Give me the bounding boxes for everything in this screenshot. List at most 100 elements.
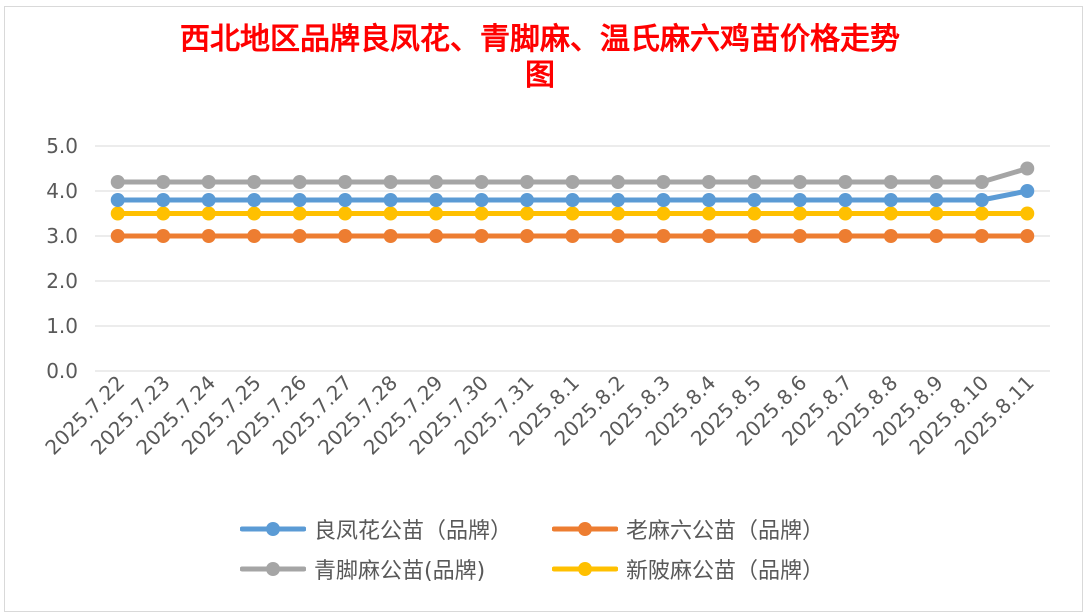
data-point <box>565 175 580 189</box>
data-point <box>656 206 671 221</box>
data-point <box>383 206 398 221</box>
data-point <box>156 175 171 189</box>
data-point <box>1020 229 1035 243</box>
data-point <box>201 175 216 189</box>
data-point <box>338 206 353 221</box>
data-point <box>383 193 398 207</box>
data-point <box>338 175 353 189</box>
data-point <box>474 206 489 221</box>
data-point <box>565 206 580 221</box>
legend-marker-qjm <box>240 562 306 576</box>
chart-area[interactable] <box>4 6 1083 612</box>
data-point <box>110 206 125 221</box>
data-point <box>429 175 444 189</box>
data-point <box>565 229 580 243</box>
data-point <box>474 175 489 189</box>
data-point <box>156 229 171 243</box>
data-point <box>883 193 898 207</box>
data-point <box>747 229 762 243</box>
data-point <box>747 193 762 207</box>
data-point <box>429 206 444 221</box>
data-point <box>610 206 625 221</box>
data-point <box>156 193 171 207</box>
legend-label-xpm: 新陂麻公苗（品牌） <box>626 559 825 584</box>
data-point <box>383 175 398 189</box>
data-point <box>110 229 125 243</box>
data-point <box>429 229 444 243</box>
data-point <box>838 193 853 207</box>
data-point <box>656 193 671 207</box>
chart-title-line-2: 图 <box>525 58 555 93</box>
data-point <box>110 175 125 189</box>
legend-dot <box>266 522 280 536</box>
data-point <box>838 206 853 221</box>
y-tick-label: 3.0 <box>46 224 78 248</box>
y-tick-label: 0.0 <box>46 359 78 383</box>
data-point <box>974 206 989 221</box>
data-point <box>929 206 944 221</box>
legend: 良凤花公苗（品牌） 老麻六公苗（品牌） 青脚麻公苗(品牌) 新陂麻公苗（品牌） <box>240 512 880 592</box>
data-point <box>247 175 262 189</box>
data-point <box>610 229 625 243</box>
legend-label-lml: 老麻六公苗（品牌） <box>626 519 825 544</box>
data-point <box>974 229 989 243</box>
data-point <box>610 175 625 189</box>
data-point <box>929 193 944 207</box>
data-point <box>1020 184 1035 198</box>
data-point <box>701 175 716 189</box>
data-point <box>201 206 216 221</box>
data-point <box>883 229 898 243</box>
y-tick-label: 2.0 <box>46 269 78 293</box>
legend-dot <box>578 562 592 576</box>
data-point <box>929 229 944 243</box>
legend-dot <box>578 522 592 536</box>
data-point <box>701 193 716 207</box>
data-point <box>338 229 353 243</box>
data-point <box>292 206 307 221</box>
legend-marker-lfh <box>240 522 306 536</box>
data-point <box>520 229 535 243</box>
legend-item-qjm: 青脚麻公苗(品牌) <box>240 554 485 584</box>
data-point <box>656 229 671 243</box>
legend-marker-xpm <box>552 562 618 576</box>
data-point <box>429 193 444 207</box>
data-point <box>156 206 171 221</box>
data-point <box>110 193 125 207</box>
data-point <box>792 229 807 243</box>
data-point <box>201 193 216 207</box>
data-point <box>520 193 535 207</box>
legend-label-lfh: 良凤花公苗（品牌） <box>314 519 513 544</box>
legend-item-xpm: 新陂麻公苗（品牌） <box>552 554 824 584</box>
data-point <box>883 206 898 221</box>
data-point <box>247 229 262 243</box>
legend-item-lml: 老麻六公苗（品牌） <box>552 514 824 544</box>
data-point <box>747 206 762 221</box>
data-point <box>292 175 307 189</box>
data-point <box>701 206 716 221</box>
data-point <box>247 206 262 221</box>
data-point <box>520 175 535 189</box>
data-point <box>701 229 716 243</box>
data-point <box>565 193 580 207</box>
data-point <box>1020 206 1035 221</box>
data-point <box>383 229 398 243</box>
data-point <box>792 206 807 221</box>
y-tick-label: 1.0 <box>46 314 78 338</box>
legend-label-qjm: 青脚麻公苗(品牌) <box>314 559 486 584</box>
data-point <box>656 175 671 189</box>
chart-title: 西北地区品牌良凤花、青脚麻、温氏麻六鸡苗价格走势 图 <box>120 22 960 94</box>
data-point <box>520 206 535 221</box>
data-point <box>838 175 853 189</box>
y-tick-label: 5.0 <box>46 134 78 158</box>
data-point <box>247 193 262 207</box>
data-point <box>974 175 989 189</box>
y-tick-label: 4.0 <box>46 179 78 203</box>
data-point <box>838 229 853 243</box>
data-point <box>929 175 944 189</box>
data-point <box>974 193 989 207</box>
legend-item-lfh: 良凤花公苗（品牌） <box>240 514 512 544</box>
data-point <box>201 229 216 243</box>
data-point <box>792 175 807 189</box>
